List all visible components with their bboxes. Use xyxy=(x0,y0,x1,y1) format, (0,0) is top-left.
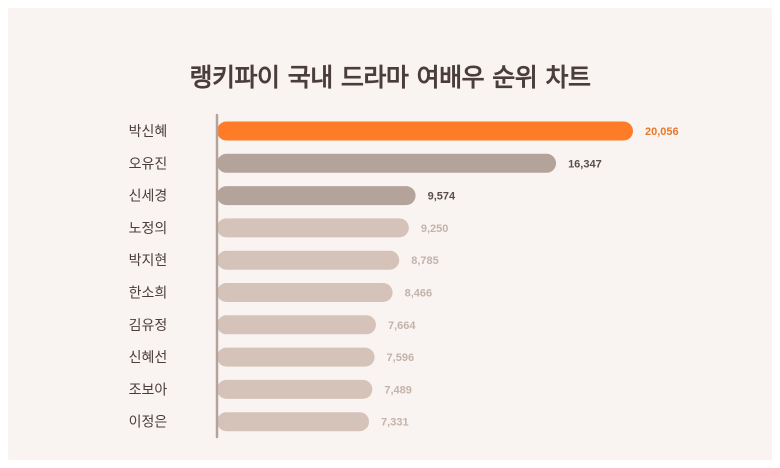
bar xyxy=(217,347,375,367)
category-label: 이정은 xyxy=(129,415,168,431)
bar xyxy=(217,153,557,173)
bar xyxy=(217,121,633,141)
value-label: 7,489 xyxy=(384,384,412,396)
bar xyxy=(217,218,409,238)
category-label: 조보아 xyxy=(129,382,168,398)
category-label: 신세경 xyxy=(129,189,168,205)
value-label: 9,574 xyxy=(428,191,456,203)
bar xyxy=(217,315,376,335)
bar xyxy=(217,283,393,302)
category-label: 노정의 xyxy=(129,221,168,237)
value-label: 7,664 xyxy=(388,320,416,332)
value-label: 7,331 xyxy=(381,417,409,429)
value-label: 8,466 xyxy=(405,288,433,300)
category-label: 한소희 xyxy=(129,286,168,302)
bar xyxy=(217,379,373,399)
bar xyxy=(217,250,400,270)
value-label: 8,785 xyxy=(411,255,439,267)
bar xyxy=(217,186,416,206)
category-label: 박지현 xyxy=(129,253,168,269)
value-label: 16,347 xyxy=(568,158,602,170)
category-label: 신혜선 xyxy=(129,350,168,366)
value-label: 7,596 xyxy=(387,352,415,364)
category-label: 오유진 xyxy=(129,156,168,172)
category-label: 박신혜 xyxy=(129,124,168,140)
value-label: 9,250 xyxy=(421,223,449,235)
chart-title: 랭키파이 국내 드라마 여배우 순위 차트 xyxy=(189,63,591,92)
bar xyxy=(217,412,370,432)
category-label: 김유정 xyxy=(129,318,168,334)
value-label: 20,056 xyxy=(645,126,679,138)
